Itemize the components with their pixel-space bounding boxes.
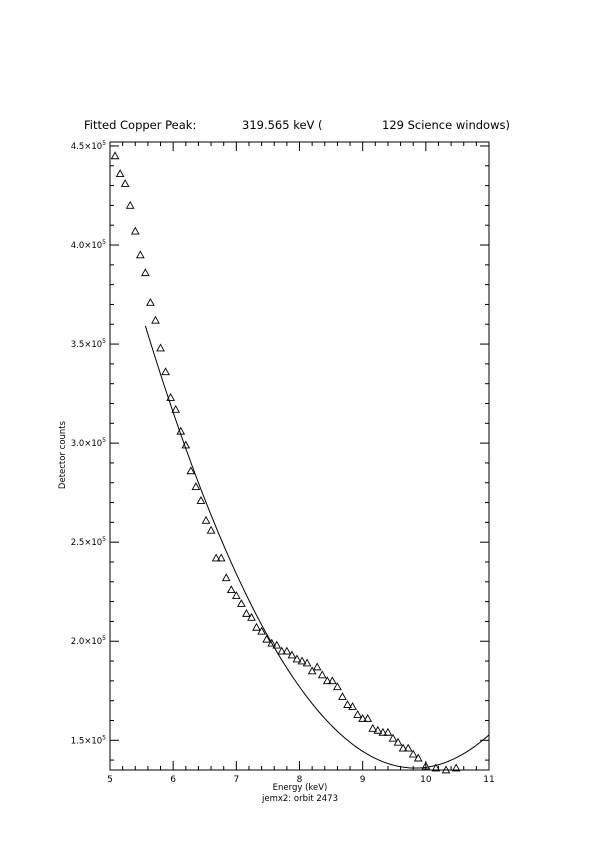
data-point (247, 612, 256, 621)
data-point (125, 200, 135, 209)
x-tick-label: 10 (420, 775, 432, 785)
y-axis-label: Detector counts (58, 420, 68, 490)
data-point (338, 692, 347, 701)
data-point (353, 710, 362, 718)
data-point (151, 315, 160, 324)
chart-title-energy: 319.565 keV ( (242, 118, 323, 132)
data-point (398, 743, 408, 752)
chart-title-label: Fitted Copper Peak: (84, 118, 197, 132)
plot-frame (109, 141, 490, 771)
data-point (312, 662, 322, 671)
data-points (110, 151, 461, 774)
data-point (166, 393, 176, 401)
y-tick-label: 2.0×105 (71, 635, 106, 647)
data-point (181, 440, 191, 449)
data-point (216, 553, 226, 562)
data-point (156, 343, 165, 352)
data-point (373, 725, 383, 734)
data-point (403, 743, 413, 752)
y-tick-label: 2.5×105 (71, 536, 106, 548)
chart-footnote: jemx2: orbit 2473 (262, 794, 338, 804)
data-point (317, 670, 327, 679)
x-tick-label: 5 (107, 775, 113, 785)
data-point (363, 713, 373, 722)
data-point (206, 525, 216, 534)
data-point (252, 622, 261, 631)
x-axis-label: Energy (keV) (272, 783, 328, 793)
data-point (292, 654, 302, 663)
data-point (322, 676, 332, 685)
data-point (277, 646, 287, 655)
data-point (431, 763, 441, 772)
data-point (421, 761, 431, 770)
data-point (297, 656, 307, 665)
data-point (171, 404, 181, 413)
data-point (272, 640, 282, 649)
data-point (451, 763, 461, 772)
data-point (333, 682, 342, 691)
data-point (141, 268, 150, 277)
data-point (211, 553, 221, 562)
data-point (237, 599, 246, 607)
y-tick-label: 1.5×105 (71, 734, 106, 746)
data-point (378, 727, 388, 736)
x-tick-label: 9 (360, 775, 366, 785)
data-point (393, 737, 403, 746)
chart-title-windows: 129 Science windows) (382, 118, 510, 132)
data-point (120, 179, 130, 187)
data-point (441, 765, 451, 774)
x-tick-labels: 5 6 7 8 9 10 11 (107, 775, 495, 785)
data-point (242, 608, 251, 617)
data-point (262, 634, 272, 643)
data-point (176, 426, 186, 435)
data-point (388, 733, 398, 742)
data-point (186, 466, 196, 475)
x-tick-label: 7 (233, 775, 239, 785)
data-point (231, 591, 241, 599)
data-point (282, 646, 292, 655)
data-point (348, 702, 357, 710)
data-point (408, 749, 418, 758)
data-point (302, 658, 312, 667)
data-point (115, 169, 125, 178)
x-tick-label: 8 (297, 775, 303, 785)
data-point (358, 713, 368, 722)
data-point (221, 573, 231, 582)
data-point (307, 666, 317, 675)
data-point (287, 650, 297, 659)
data-point (196, 496, 206, 504)
y-tick-label: 3.5×105 (71, 338, 106, 350)
y-tick-label: 4.0×105 (71, 239, 106, 251)
data-point (130, 226, 140, 235)
data-point (343, 700, 352, 708)
data-point (257, 626, 266, 635)
x-tick-label: 11 (483, 775, 494, 785)
y-tick-label: 3.0×105 (71, 437, 106, 449)
data-point (135, 250, 145, 259)
data-point (146, 297, 155, 306)
x-tick-label: 6 (170, 775, 176, 785)
axis-ticks (109, 142, 490, 770)
data-point (201, 515, 211, 524)
data-point (368, 723, 378, 732)
y-tick-labels: 1.5×105 2.0×105 2.5×105 3.0×105 3.5×105 4.0×1… (71, 140, 106, 746)
data-point (267, 638, 277, 647)
data-point (226, 585, 236, 594)
data-point (327, 676, 337, 685)
data-point (191, 482, 201, 491)
fit-curve (144, 325, 490, 769)
data-point (383, 727, 393, 736)
data-point (110, 151, 120, 160)
y-tick-label: 4.5×105 (71, 140, 106, 152)
data-point (413, 753, 423, 762)
data-point (161, 367, 170, 376)
